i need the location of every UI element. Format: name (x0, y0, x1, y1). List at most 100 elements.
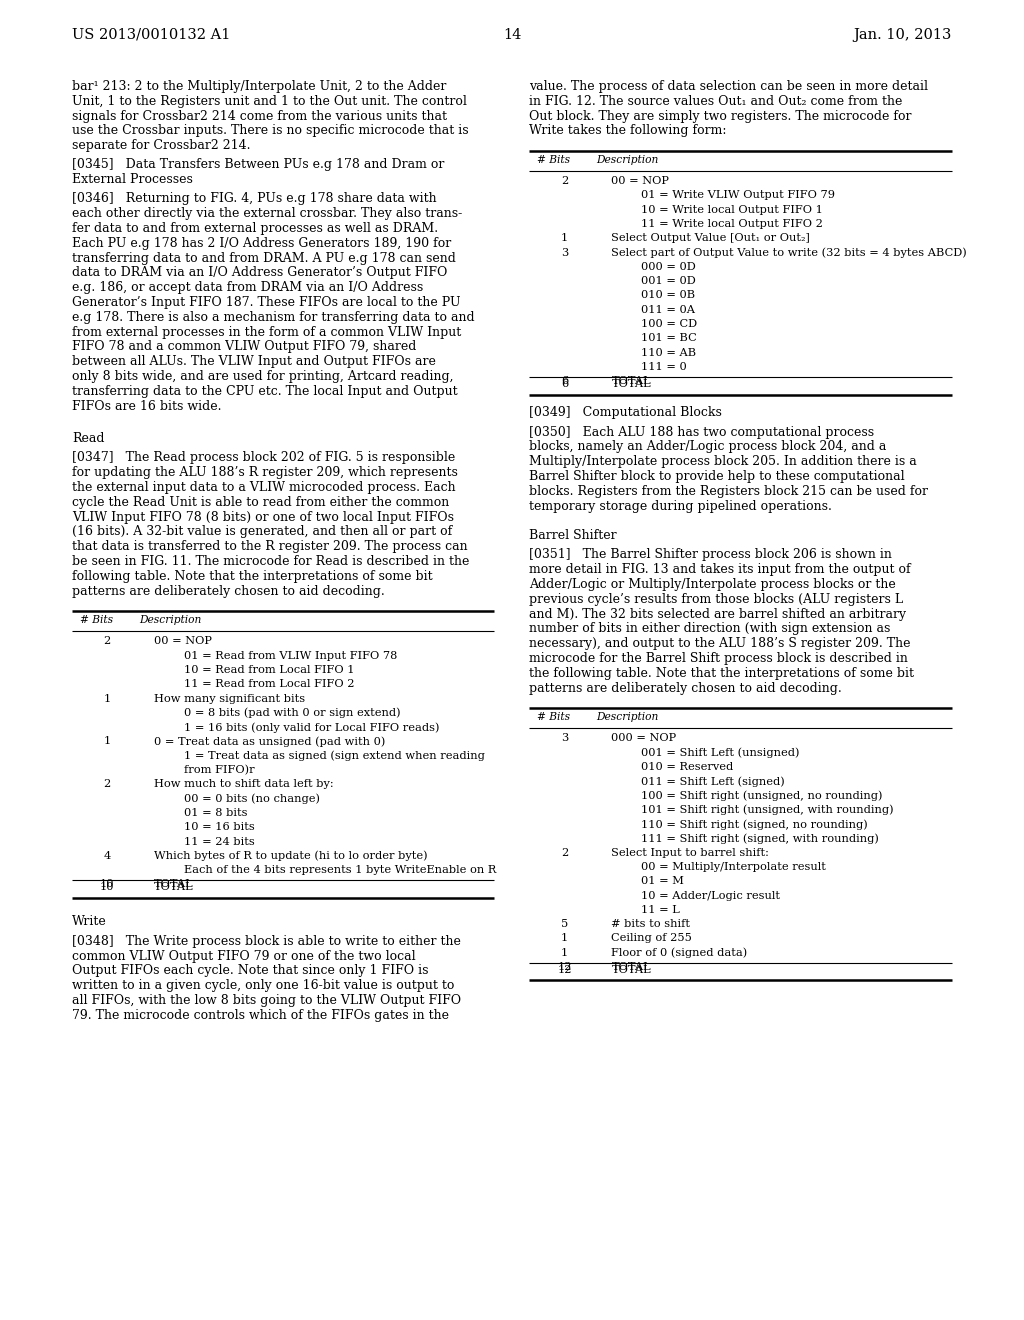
Text: 2: 2 (561, 847, 568, 858)
Text: Out block. They are simply two registers. The microcode for: Out block. They are simply two registers… (529, 110, 912, 123)
Text: How many significant bits: How many significant bits (154, 693, 305, 704)
Text: previous cycle’s results from those blocks (ALU registers L: previous cycle’s results from those bloc… (529, 593, 903, 606)
Text: Barrel Shifter: Barrel Shifter (529, 529, 617, 543)
Text: # bits to shift: # bits to shift (611, 919, 690, 929)
Text: necessary), and output to the ALU 188’s S register 209. The: necessary), and output to the ALU 188’s … (529, 638, 911, 651)
Text: 00 = NOP: 00 = NOP (154, 636, 212, 647)
Text: only 8 bits wide, and are used for printing, Artcard reading,: only 8 bits wide, and are used for print… (72, 370, 454, 383)
Text: between all ALUs. The VLIW Input and Output FIFOs are: between all ALUs. The VLIW Input and Out… (72, 355, 436, 368)
Text: for updating the ALU 188’s R register 209, which represents: for updating the ALU 188’s R register 20… (72, 466, 458, 479)
Text: fer data to and from external processes as well as DRAM.: fer data to and from external processes … (72, 222, 438, 235)
Text: value. The process of data selection can be seen in more detail: value. The process of data selection can… (529, 81, 929, 92)
Text: 1: 1 (561, 933, 568, 944)
Text: 1 = Treat data as signed (sign extend when reading: 1 = Treat data as signed (sign extend wh… (184, 751, 485, 762)
Text: 01 = 8 bits: 01 = 8 bits (184, 808, 248, 818)
Text: temporary storage during pipelined operations.: temporary storage during pipelined opera… (529, 499, 833, 512)
Text: cycle the Read Unit is able to read from either the common: cycle the Read Unit is able to read from… (72, 496, 450, 510)
Text: Floor of 0 (signed data): Floor of 0 (signed data) (611, 948, 748, 958)
Text: Multiply/Interpolate process block 205. In addition there is a: Multiply/Interpolate process block 205. … (529, 455, 918, 469)
Text: 011 = 0A: 011 = 0A (641, 305, 695, 314)
Text: more detail in FIG. 13 and takes its input from the output of: more detail in FIG. 13 and takes its inp… (529, 564, 911, 577)
Text: TOTAL: TOTAL (611, 965, 651, 975)
Text: US 2013/0010132 A1: US 2013/0010132 A1 (72, 28, 230, 42)
Text: 1 = 16 bits (only valid for Local FIFO reads): 1 = 16 bits (only valid for Local FIFO r… (184, 722, 439, 733)
Text: from FIFO)r: from FIFO)r (184, 766, 255, 775)
Text: Barrel Shifter block to provide help to these computational: Barrel Shifter block to provide help to … (529, 470, 905, 483)
Text: [0346]   Returning to FIG. 4, PUs e.g 178 share data with: [0346] Returning to FIG. 4, PUs e.g 178 … (72, 193, 436, 206)
Text: [0349]   Computational Blocks: [0349] Computational Blocks (529, 407, 722, 420)
Text: VLIW Input FIFO 78 (8 bits) or one of two local Input FIFOs: VLIW Input FIFO 78 (8 bits) or one of tw… (72, 511, 454, 524)
Text: Description: Description (597, 713, 658, 722)
Text: 010 = Reserved: 010 = Reserved (641, 762, 734, 772)
Text: blocks, namely an Adder/Logic process block 204, and a: blocks, namely an Adder/Logic process bl… (529, 441, 887, 453)
Text: use the Crossbar inputs. There is no specific microcode that is: use the Crossbar inputs. There is no spe… (72, 124, 469, 137)
Text: Description: Description (597, 154, 658, 165)
Text: blocks. Registers from the Registers block 215 can be used for: blocks. Registers from the Registers blo… (529, 484, 929, 498)
Text: 4: 4 (103, 851, 111, 861)
Text: TOTAL: TOTAL (611, 379, 651, 389)
Text: 100 = CD: 100 = CD (641, 319, 697, 329)
Text: 100 = Shift right (unsigned, no rounding): 100 = Shift right (unsigned, no rounding… (641, 791, 883, 801)
Text: TOTAL: TOTAL (611, 376, 651, 387)
Text: 0 = 8 bits (pad with 0 or sign extend): 0 = 8 bits (pad with 0 or sign extend) (184, 708, 400, 718)
Text: How much to shift data left by:: How much to shift data left by: (154, 779, 334, 789)
Text: 101 = Shift right (unsigned, with rounding): 101 = Shift right (unsigned, with roundi… (641, 805, 894, 816)
Text: bar¹ 213: 2 to the Multiply/Interpolate Unit, 2 to the Adder: bar¹ 213: 2 to the Multiply/Interpolate … (72, 81, 446, 92)
Text: 1: 1 (561, 234, 568, 243)
Text: Description: Description (139, 615, 202, 626)
Text: 5: 5 (561, 919, 568, 929)
Text: 01 = M: 01 = M (641, 876, 684, 886)
Text: 000 = NOP: 000 = NOP (611, 734, 677, 743)
Text: each other directly via the external crossbar. They also trans-: each other directly via the external cro… (72, 207, 462, 220)
Text: Unit, 1 to the Registers unit and 1 to the Out unit. The control: Unit, 1 to the Registers unit and 1 to t… (72, 95, 467, 108)
Text: 12: 12 (557, 962, 571, 972)
Text: e.g 178. There is also a mechanism for transferring data to and: e.g 178. There is also a mechanism for t… (72, 312, 475, 323)
Text: TOTAL: TOTAL (611, 962, 651, 972)
Text: 110 = Shift right (signed, no rounding): 110 = Shift right (signed, no rounding) (641, 820, 868, 830)
Text: # Bits: # Bits (538, 154, 570, 165)
Text: from external processes in the form of a common VLIW Input: from external processes in the form of a… (72, 326, 461, 339)
Text: Select part of Output Value to write (32 bits = 4 bytes ABCD): Select part of Output Value to write (32… (611, 248, 968, 259)
Text: 3: 3 (561, 248, 568, 257)
Text: 11 = 24 bits: 11 = 24 bits (184, 837, 255, 846)
Text: number of bits in either direction (with sign extension as: number of bits in either direction (with… (529, 623, 891, 635)
Text: 10 = 16 bits: 10 = 16 bits (184, 822, 255, 832)
Text: 11 = L: 11 = L (641, 906, 680, 915)
Text: the external input data to a VLIW microcoded process. Each: the external input data to a VLIW microc… (72, 480, 456, 494)
Text: Generator’s Input FIFO 187. These FIFOs are local to the PU: Generator’s Input FIFO 187. These FIFOs … (72, 296, 461, 309)
Text: (16 bits). A 32-bit value is generated, and then all or part of: (16 bits). A 32-bit value is generated, … (72, 525, 453, 539)
Text: [0350]   Each ALU 188 has two computational process: [0350] Each ALU 188 has two computationa… (529, 425, 874, 438)
Text: transferring data to the CPU etc. The local Input and Output: transferring data to the CPU etc. The lo… (72, 385, 458, 397)
Text: e.g. 186, or accept data from DRAM via an I/O Address: e.g. 186, or accept data from DRAM via a… (72, 281, 423, 294)
Text: 101 = BC: 101 = BC (641, 334, 697, 343)
Text: 2: 2 (561, 176, 568, 186)
Text: 11 = Write local Output FIFO 2: 11 = Write local Output FIFO 2 (641, 219, 823, 228)
Text: # Bits: # Bits (538, 713, 570, 722)
Text: [0351]   The Barrel Shifter process block 206 is shown in: [0351] The Barrel Shifter process block … (529, 548, 892, 561)
Text: Adder/Logic or Multiply/Interpolate process blocks or the: Adder/Logic or Multiply/Interpolate proc… (529, 578, 896, 591)
Text: signals for Crossbar2 214 come from the various units that: signals for Crossbar2 214 come from the … (72, 110, 447, 123)
Text: Each PU e.g 178 has 2 I/O Address Generators 189, 190 for: Each PU e.g 178 has 2 I/O Address Genera… (72, 236, 452, 249)
Text: written to in a given cycle, only one 16-bit value is output to: written to in a given cycle, only one 16… (72, 979, 455, 993)
Text: 00 = Multiply/Interpolate result: 00 = Multiply/Interpolate result (641, 862, 826, 873)
Text: 000 = 0D: 000 = 0D (641, 261, 696, 272)
Text: data to DRAM via an I/O Address Generator’s Output FIFO: data to DRAM via an I/O Address Generato… (72, 267, 447, 280)
Text: FIFO 78 and a common VLIW Output FIFO 79, shared: FIFO 78 and a common VLIW Output FIFO 79… (72, 341, 417, 354)
Text: 011 = Shift Left (signed): 011 = Shift Left (signed) (641, 776, 785, 787)
Text: 2: 2 (103, 779, 111, 789)
Text: 1: 1 (103, 737, 111, 746)
Text: External Processes: External Processes (72, 173, 193, 186)
Text: 110 = AB: 110 = AB (641, 347, 696, 358)
Text: the following table. Note that the interpretations of some bit: the following table. Note that the inter… (529, 667, 914, 680)
Text: TOTAL: TOTAL (154, 879, 194, 890)
Text: 10: 10 (99, 879, 115, 890)
Text: patterns are deliberately chosen to aid decoding.: patterns are deliberately chosen to aid … (72, 585, 385, 598)
Text: [0348]   The Write process block is able to write to either the: [0348] The Write process block is able t… (72, 935, 461, 948)
Text: following table. Note that the interpretations of some bit: following table. Note that the interpret… (72, 570, 432, 583)
Text: common VLIW Output FIFO 79 or one of the two local: common VLIW Output FIFO 79 or one of the… (72, 949, 416, 962)
Text: 11 = Read from Local FIFO 2: 11 = Read from Local FIFO 2 (184, 680, 354, 689)
Text: 6: 6 (561, 376, 568, 387)
Text: 3: 3 (561, 734, 568, 743)
Text: 111 = 0: 111 = 0 (641, 362, 687, 372)
Text: 14: 14 (503, 28, 521, 42)
